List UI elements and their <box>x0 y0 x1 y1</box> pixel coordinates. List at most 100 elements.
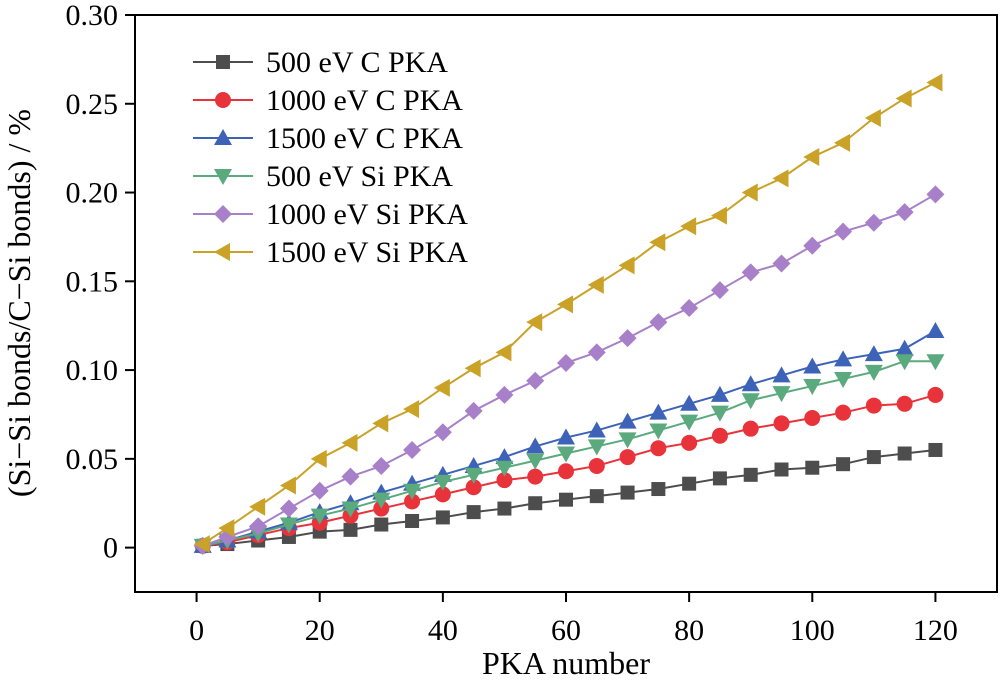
data-point <box>803 236 822 255</box>
data-point <box>435 510 450 525</box>
legend-item: 1000 eV C PKA <box>193 84 463 117</box>
legend-label: 1500 eV Si PKA <box>266 236 468 269</box>
data-point <box>527 468 544 485</box>
data-point <box>464 467 483 484</box>
legend-item: 500 eV C PKA <box>193 46 448 79</box>
data-point <box>741 183 758 202</box>
data-point <box>434 486 451 503</box>
y-tick-label: 0.25 <box>66 88 119 121</box>
data-point <box>681 434 698 451</box>
series-1 <box>194 386 944 554</box>
data-point <box>465 479 482 496</box>
data-point <box>774 462 789 477</box>
data-point <box>557 446 575 463</box>
series-2 <box>193 322 945 553</box>
data-point <box>926 322 945 339</box>
data-point <box>403 483 422 500</box>
legend-marker <box>214 243 230 261</box>
legend-marker <box>215 92 231 108</box>
data-point <box>249 497 266 516</box>
data-point <box>926 185 945 204</box>
data-point <box>464 359 481 378</box>
data-point <box>834 222 853 241</box>
data-point <box>433 423 452 442</box>
data-point <box>495 385 514 404</box>
y-tick-label: 0.05 <box>66 443 119 476</box>
data-point <box>343 522 358 537</box>
data-point <box>864 213 883 232</box>
data-point <box>864 108 881 127</box>
data-point <box>403 440 422 459</box>
x-tick-label: 80 <box>674 614 704 647</box>
data-point <box>588 457 605 474</box>
data-point <box>742 420 759 437</box>
x-tick-label: 40 <box>428 614 458 647</box>
y-tick-label: 0.10 <box>66 354 119 387</box>
data-point <box>835 404 852 421</box>
data-point <box>651 482 666 497</box>
series-4 <box>193 185 945 555</box>
data-point <box>649 313 668 332</box>
data-point <box>805 460 820 475</box>
data-point <box>712 471 727 486</box>
data-point <box>711 427 728 444</box>
data-point <box>649 233 666 252</box>
data-point <box>526 453 545 470</box>
data-point <box>618 329 637 348</box>
data-point <box>310 481 329 500</box>
legend-item: 1500 eV C PKA <box>193 122 463 155</box>
data-point <box>497 501 512 516</box>
x-tick-label: 20 <box>305 614 335 647</box>
x-tick-label: 120 <box>913 614 958 647</box>
data-point <box>495 460 514 477</box>
data-point <box>897 446 912 461</box>
data-point <box>279 499 298 518</box>
data-point <box>895 354 914 371</box>
data-point <box>803 379 822 396</box>
data-point <box>310 508 329 525</box>
data-point <box>896 395 913 412</box>
x-tick-label: 60 <box>551 614 581 647</box>
data-point <box>772 169 789 188</box>
data-point <box>618 432 637 449</box>
data-point <box>680 394 699 411</box>
data-point <box>895 89 912 108</box>
legend-label: 500 eV C PKA <box>266 46 448 79</box>
series-0 <box>195 442 943 553</box>
legend-item: 1500 eV Si PKA <box>193 236 468 269</box>
axis-ticks: 0 20 40 60 80 100 120 0 0.05 0.10 0.15 0.20 0.25 0.30 <box>66 0 958 647</box>
legend-label: 1500 eV C PKA <box>266 122 463 155</box>
data-point <box>834 133 851 152</box>
data-point <box>741 375 760 392</box>
data-point <box>620 485 635 500</box>
data-point <box>864 364 883 381</box>
data-point <box>618 412 637 429</box>
legend-label: 1000 eV Si PKA <box>266 198 468 231</box>
data-point <box>466 505 481 520</box>
legend-label: 500 eV Si PKA <box>266 160 453 193</box>
y-tick-label: 0.15 <box>66 265 119 298</box>
data-point <box>682 476 697 491</box>
data-point <box>834 350 853 367</box>
series-5 <box>193 73 943 554</box>
data-point <box>773 415 790 432</box>
legend-label: 1000 eV C PKA <box>266 84 463 117</box>
data-point <box>279 476 296 495</box>
data-point <box>557 353 575 372</box>
data-point <box>680 217 697 236</box>
data-point <box>310 449 327 468</box>
data-point <box>341 433 358 452</box>
data-point <box>772 366 791 383</box>
data-point <box>526 437 545 454</box>
data-point <box>341 501 360 518</box>
data-point <box>405 513 420 528</box>
data-point <box>372 492 391 509</box>
data-point <box>528 496 543 511</box>
data-point <box>864 345 883 362</box>
data-point <box>433 378 450 397</box>
data-point <box>372 456 391 475</box>
data-point <box>680 298 699 317</box>
data-point <box>558 463 574 480</box>
data-point <box>433 474 452 491</box>
